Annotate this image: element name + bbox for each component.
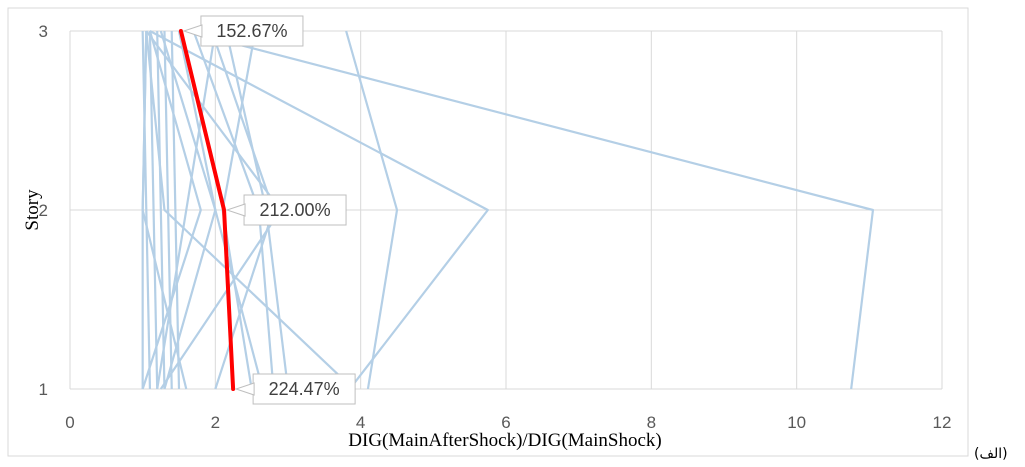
background-series-line	[141, 30, 152, 390]
x-tick-label: 10	[787, 413, 806, 432]
x-tick-label: 8	[647, 413, 656, 432]
background-series-line	[156, 30, 166, 390]
x-tick-label: 6	[501, 413, 510, 432]
background-series-line	[145, 30, 355, 390]
x-tick-label: 4	[356, 413, 365, 432]
data-label: 224.47%	[269, 379, 340, 399]
y-axis-title: Story	[22, 189, 43, 231]
x-axis-title: DIG(MainAfterShock)/DIG(MainShock)	[348, 430, 661, 451]
x-axis-ticks: 0 2 4 6 8 10 12	[65, 413, 951, 432]
background-series-line	[141, 30, 202, 390]
background-series-line	[170, 30, 181, 390]
data-callouts: 224.47% 212.00% 152.67%	[182, 15, 356, 405]
x-tick-label: 0	[65, 413, 74, 432]
background-series-line	[159, 30, 264, 390]
background-series-line	[156, 30, 217, 390]
background-series-line	[163, 30, 173, 390]
data-label: 152.67%	[216, 21, 287, 41]
highlight-series-line	[178, 29, 236, 391]
data-callout: 152.67%	[182, 15, 304, 47]
background-series-line	[185, 29, 875, 390]
y-tick-label: 2	[39, 201, 48, 220]
background-series-line	[141, 30, 188, 390]
chart-border	[7, 7, 969, 457]
y-axis-ticks: 1 2 3	[39, 22, 48, 399]
y-tick-label: 1	[39, 380, 48, 399]
background-series-line	[149, 30, 489, 390]
data-callout: 224.47%	[234, 373, 356, 405]
x-tick-label: 12	[933, 413, 952, 432]
data-label: 212.00%	[260, 200, 331, 220]
data-callout: 212.00%	[225, 194, 347, 226]
callout-box	[252, 373, 356, 405]
highlight-series-group	[178, 29, 236, 391]
callout-pointer	[234, 382, 255, 396]
x-tick-label: 2	[211, 413, 220, 432]
callout-pointer	[225, 203, 246, 217]
background-series-line	[148, 30, 159, 390]
background-series-line	[345, 30, 399, 390]
panel-label: (الف)	[974, 446, 1008, 462]
callout-pointer	[182, 24, 203, 38]
y-tick-label: 3	[39, 22, 48, 41]
